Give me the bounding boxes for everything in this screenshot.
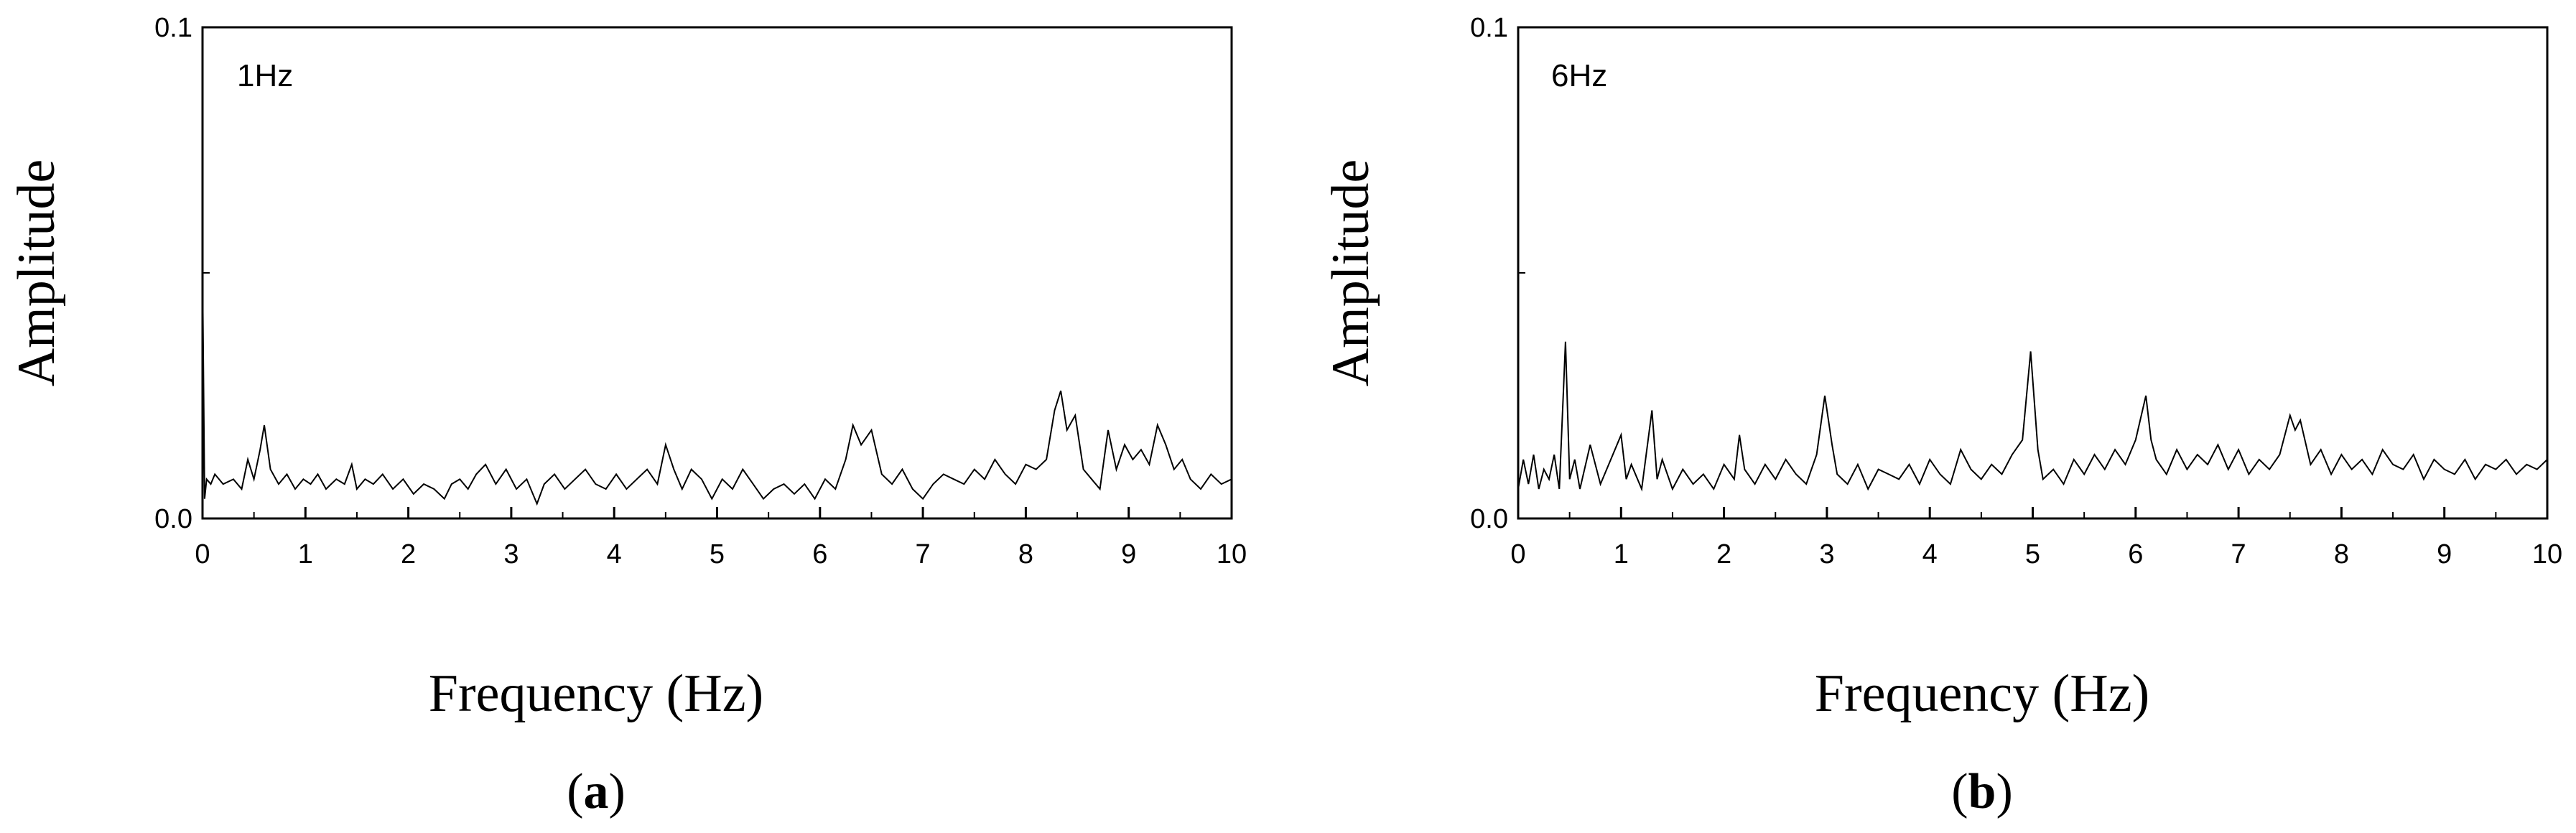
x-tick-label-b: 4 [1922, 539, 1938, 569]
x-axis-b: 0 1 2 3 4 5 6 7 8 9 10 [1510, 507, 2562, 569]
x-tick-label-b: 2 [1716, 539, 1731, 569]
x-tick-label-b: 8 [2334, 539, 2349, 569]
x-tick-label-a: 10 [1217, 539, 1247, 569]
caption-letter-b: b [1968, 764, 1996, 819]
x-axis-a: 0 1 2 3 4 5 6 7 8 9 10 [195, 507, 1247, 569]
y-tick-label-b: 0.0 [1470, 504, 1508, 534]
inset-label-b: 6Hz [1551, 58, 1607, 93]
x-tick-label-b: 5 [2025, 539, 2040, 569]
caption-letter-a: a [584, 764, 609, 819]
inset-label-a: 1Hz [237, 58, 293, 93]
panel-a: 0.0 0.1 0 1 2 3 4 5 6 7 8 9 10 1Hz Amplitude Freque… [7, 13, 1247, 819]
x-tick-label-a: 9 [1121, 539, 1136, 569]
x-tick-label-a: 1 [298, 539, 313, 569]
series-line-a [202, 272, 1232, 506]
panel-b: 0.0 0.1 0 1 2 3 4 5 6 7 8 9 10 6Hz Amplitude Freque… [1321, 13, 2562, 819]
x-tick-label-b: 9 [2437, 539, 2452, 569]
x-tick-label-b: 0 [1510, 539, 1525, 569]
x-tick-label-a: 4 [607, 539, 622, 569]
x-tick-label-a: 5 [710, 539, 725, 569]
x-tick-label-a: 2 [401, 539, 416, 569]
plot-frame-a [201, 26, 1233, 520]
x-tick-label-b: 3 [1819, 539, 1834, 569]
y-axis-b: 0.0 0.1 [1470, 13, 1530, 534]
y-axis-title-a: Amplitude [7, 159, 66, 387]
x-tick-label-b: 7 [2231, 539, 2246, 569]
y-axis-a: 0.0 0.1 [154, 13, 214, 534]
x-tick-label-a: 6 [812, 539, 827, 569]
plot-frame-b [1517, 26, 2549, 520]
x-tick-label-b: 1 [1614, 539, 1629, 569]
y-tick-label-a: 0.0 [154, 504, 192, 534]
x-tick-label-b: 10 [2532, 539, 2562, 569]
caption-b: (b) [1951, 764, 2013, 819]
caption-a: (a) [567, 764, 626, 819]
x-tick-label-b: 6 [2128, 539, 2143, 569]
x-axis-title-b: Frequency (Hz) [1815, 664, 2149, 723]
y-tick-label-b: 0.1 [1470, 13, 1508, 43]
y-tick-label-a: 0.1 [154, 13, 192, 43]
x-tick-label-a: 0 [195, 539, 210, 569]
y-axis-title-b: Amplitude [1321, 159, 1380, 387]
x-tick-label-a: 3 [503, 539, 519, 569]
series-line-b [1517, 341, 2548, 492]
x-tick-label-a: 7 [916, 539, 931, 569]
x-axis-title-a: Frequency (Hz) [429, 664, 763, 723]
x-tick-label-a: 8 [1018, 539, 1033, 569]
